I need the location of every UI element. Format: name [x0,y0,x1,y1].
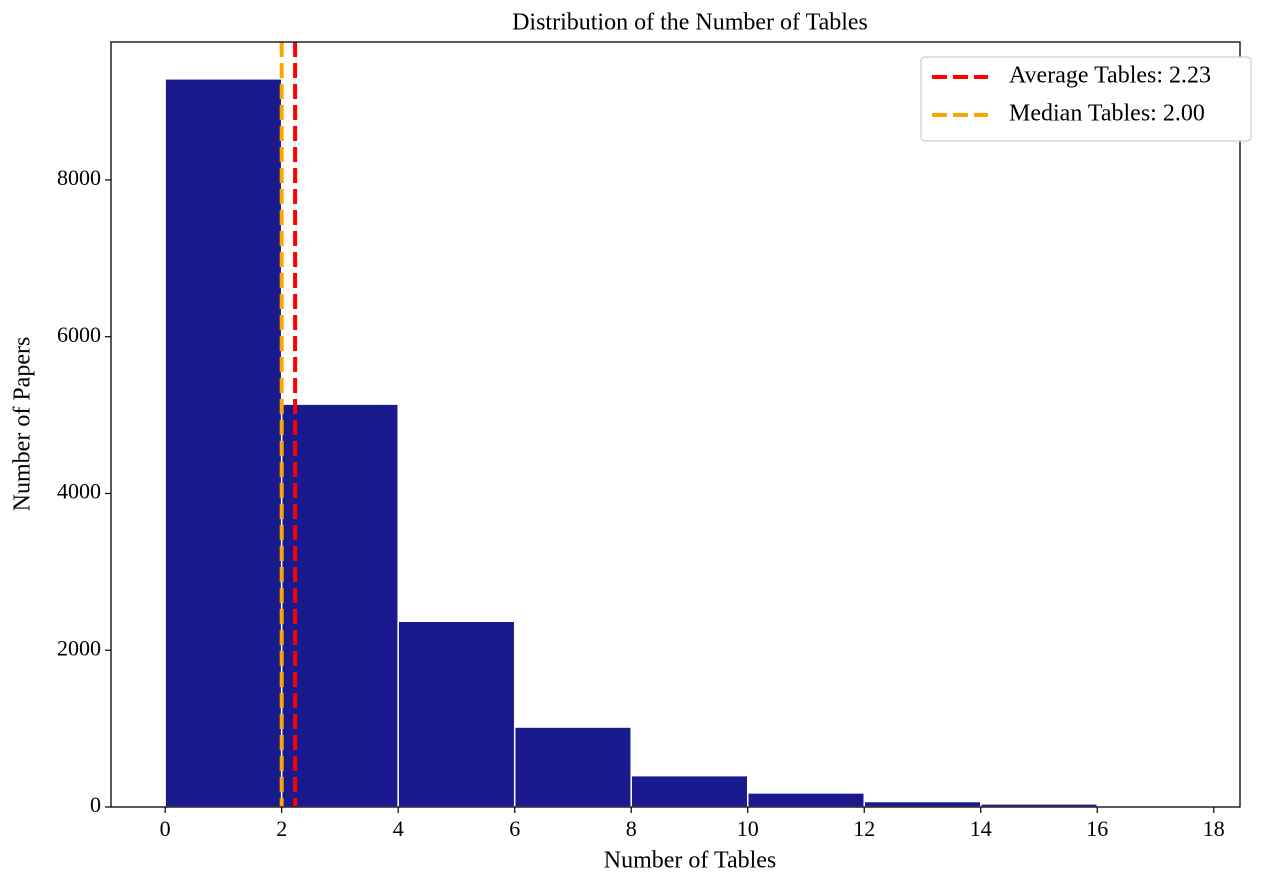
x-tick-label: 0 [160,816,171,841]
x-tick-label: 18 [1203,816,1225,841]
chart-title: Distribution of the Number of Tables [512,10,868,36]
histogram-bar [746,792,865,808]
x-tick-label: 2 [276,816,287,841]
plot-frame [110,41,1241,808]
y-tick-label: 4000 [57,479,101,504]
x-tick-label: 4 [393,816,404,841]
x-tick-label: 10 [737,816,759,841]
x-tick-label: 8 [626,816,637,841]
x-tick-label: 14 [970,816,992,841]
histogram-bar [630,774,749,808]
legend-box [920,56,1252,142]
x-tick-label: 12 [853,816,875,841]
histogram-bar [280,403,399,808]
histogram-bar [164,78,283,808]
x-tick-label: 16 [1086,816,1108,841]
y-tick-label: 2000 [57,635,101,660]
x-tick-label: 6 [509,816,520,841]
legend-label: Average Tables: 2.23 [1009,63,1211,89]
x-axis-label: Number of Tables [604,848,777,874]
histogram-bar [397,620,516,808]
y-tick-label: 6000 [57,322,101,347]
histogram-bar [863,800,982,808]
legend: Average Tables: 2.23 Median Tables: 2.00 [920,56,1252,142]
y-tick-label: 8000 [57,165,101,190]
y-axis-label: Number of Papers [10,337,36,512]
histogram-bar [513,726,632,808]
y-tick-label: 0 [90,792,101,817]
legend-label: Median Tables: 2.00 [1009,101,1205,127]
